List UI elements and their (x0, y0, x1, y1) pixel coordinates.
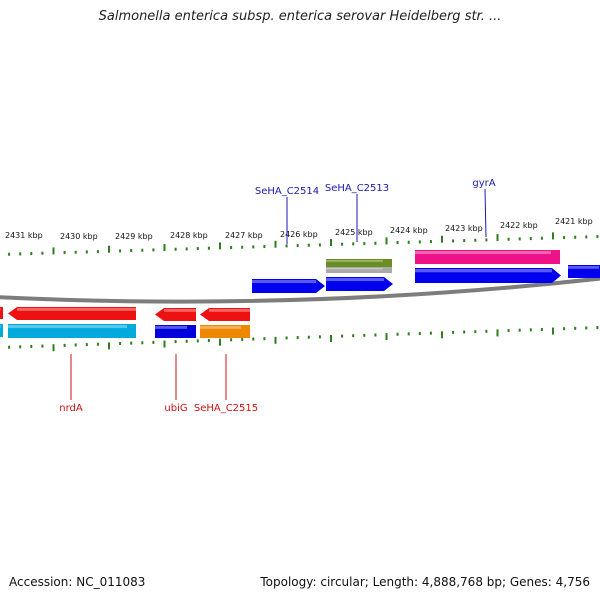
feature-nrdA[interactable] (8, 307, 136, 320)
map-title: Salmonella enterica subsp. enterica sero… (98, 9, 502, 24)
feature-SeHA_C2515-orange[interactable] (200, 325, 250, 338)
feature-SeHA_C2513-blue-highlight (326, 278, 384, 282)
feature-SeHA_C2513-grey-highlight (326, 268, 383, 270)
topology-summary: Topology: circular; Length: 4,888,768 bp… (260, 575, 590, 589)
feature-cyan-left-edge-highlight (0, 325, 1, 328)
ruler-label: 2423 kbp (445, 224, 483, 233)
feature-SeHA_C2513-blue[interactable] (326, 277, 393, 291)
feature-gyrA-blue-highlight (415, 269, 552, 273)
feature-SeHA_C2513-green-highlight (326, 260, 383, 262)
ruler-label: 2425 kbp (335, 228, 373, 237)
feature-nrdA-highlight (17, 308, 136, 311)
feature-SeHA_C2513-green[interactable] (326, 259, 392, 267)
ruler-label: 2428 kbp (170, 231, 208, 240)
feature-gyrA-pink[interactable] (415, 250, 560, 264)
gene-label[interactable]: nrdA (59, 403, 83, 414)
feature-SeHA_C2514[interactable] (252, 279, 325, 293)
feature-SeHA_C2513-grey[interactable] (326, 267, 392, 273)
ruler-label: 2426 kbp (280, 230, 318, 239)
gene-label[interactable]: SeHA_C2513 (325, 183, 389, 194)
feature-gyrA-pink-highlight (415, 251, 551, 255)
feature-ubiG-red-highlight (164, 309, 196, 312)
ruler-label: 2431 kbp (5, 231, 43, 240)
feature-ubiG-blue-highlight (155, 326, 187, 329)
feature-SeHA_C2515-red[interactable] (200, 308, 250, 321)
gene-features (0, 250, 600, 338)
feature-ubiG-red[interactable] (155, 308, 196, 321)
gene-label[interactable]: SeHA_C2514 (255, 186, 319, 197)
genome-backbone (0, 276, 600, 304)
ruler-label: 2421 kbp (555, 217, 593, 226)
feature-cyan-left-edge[interactable] (0, 324, 3, 337)
feature-SeHA_C2514-highlight (252, 280, 316, 284)
ruler-labels: 2431 kbp 2430 kbp 2429 kbp 2428 kbp 2427 kbp… (5, 217, 593, 241)
ruler-label: 2424 kbp (390, 226, 428, 235)
label-leader-lines (70, 188, 487, 400)
feature-SeHA_C2515-red-highlight (209, 309, 250, 312)
ruler-label: 2430 kbp (60, 232, 98, 241)
ruler-label: 2429 kbp (115, 232, 153, 241)
feature-cyan[interactable] (8, 324, 136, 338)
feature-blue-right-edge-highlight (568, 266, 599, 269)
feature-red-left-edge-highlight (0, 308, 1, 311)
feature-SeHA_C2515-orange-highlight (200, 326, 241, 329)
gene-labels: SeHA_C2514 SeHA_C2513 gyrA nrdA ubiG SeHA_C25… (59, 178, 496, 414)
ruler-ticks-bottom (8, 326, 599, 352)
feature-cyan-highlight (8, 325, 127, 329)
leader-line (484, 188, 487, 238)
feature-ubiG-blue[interactable] (155, 325, 196, 338)
feature-gyrA-blue[interactable] (415, 268, 561, 283)
ruler-label: 2427 kbp (225, 231, 263, 240)
ruler-label: 2422 kbp (500, 221, 538, 230)
gene-label[interactable]: SeHA_C2515 (194, 403, 258, 414)
accession-text: Accession: NC_011083 (9, 575, 146, 589)
feature-blue-right-edge[interactable] (568, 265, 600, 278)
gene-label[interactable]: gyrA (472, 178, 495, 189)
ruler-ticks-top (8, 232, 599, 256)
feature-red-left-edge[interactable] (0, 307, 3, 319)
gene-label[interactable]: ubiG (164, 403, 187, 414)
